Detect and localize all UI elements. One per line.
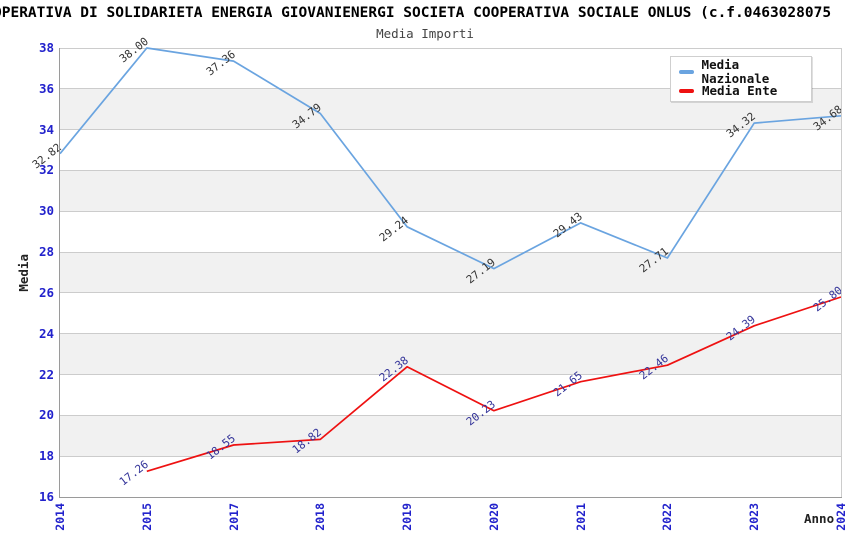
legend-label-nazionale: Media Nazionale <box>701 56 770 86</box>
y-axis-line <box>59 48 60 498</box>
y-tick-label: 18 <box>38 448 54 464</box>
gridline <box>60 169 841 171</box>
plot-band <box>60 415 841 457</box>
gridline <box>60 292 841 294</box>
x-axis-line <box>59 497 842 498</box>
chart-title: OPERATIVA DI SOLIDARIETA ENERGIA GIOVANI… <box>0 5 832 21</box>
y-tick-label: 26 <box>38 284 54 300</box>
legend: Media Nazionale Media Ente <box>670 56 812 102</box>
y-tick-label: 30 <box>38 203 54 219</box>
y-tick-label: 20 <box>38 407 54 423</box>
legend-swatch-nazionale-icon <box>679 69 694 74</box>
y-tick-label: 28 <box>38 244 54 260</box>
y-tick-label: 36 <box>38 80 54 96</box>
legend-label-ente: Media Ente <box>702 82 778 98</box>
plot-band <box>60 333 841 375</box>
chart-subtitle: Media Importi <box>376 26 474 41</box>
series-line-media-nazionale <box>59 47 842 270</box>
plot-band <box>60 252 841 293</box>
y-axis-title: Media <box>16 254 31 292</box>
gridline <box>60 251 841 253</box>
legend-item-nazionale: Media Nazionale <box>677 57 811 85</box>
y-tick-label: 22 <box>38 366 54 382</box>
gridline <box>60 333 841 335</box>
x-axis-title: Anno <box>804 511 835 526</box>
y-tick-label: 34 <box>38 121 54 137</box>
gridline <box>60 47 841 49</box>
y-tick-label: 32 <box>38 162 54 178</box>
plot-right-border <box>841 48 842 497</box>
series-line-media-ente <box>146 296 842 473</box>
gridline <box>60 414 841 416</box>
legend-item-ente: Media Ente <box>677 81 811 100</box>
legend-swatch-ente-icon <box>679 88 694 93</box>
gridline <box>60 455 841 457</box>
y-tick-label: 16 <box>38 489 54 504</box>
y-tick-label: 38 <box>38 40 54 55</box>
y-tick-label: 24 <box>38 325 54 341</box>
gridline <box>60 129 841 131</box>
gridline <box>60 374 841 376</box>
gridline <box>60 210 841 212</box>
gridline <box>60 88 841 90</box>
